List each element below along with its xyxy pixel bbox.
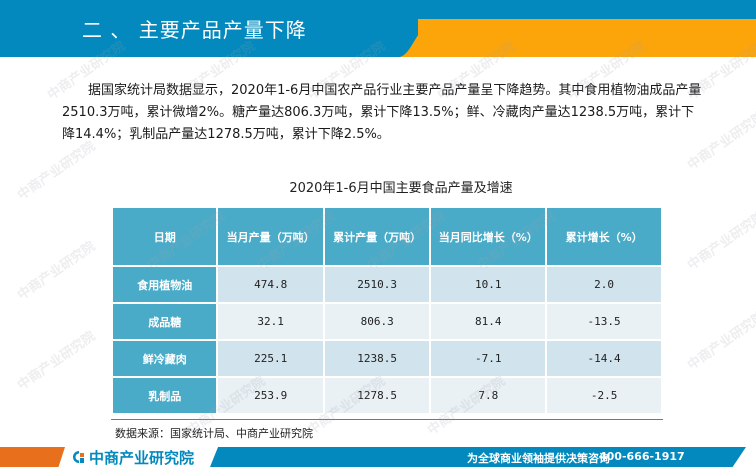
table-header-row: 日期 当月产量（万吨） 累计产量（万吨） 当月同比增长（%） 累计增长（%） bbox=[110, 206, 663, 267]
summary-paragraph: 据国家统计局数据显示，2020年1-6月中国农产品行业主要产品产量呈下降趋势。其… bbox=[62, 80, 702, 146]
table-row: 乳制品 253.9 1278.5 7.8 -2.5 bbox=[110, 376, 663, 415]
col-header-monthly-yoy: 当月同比增长（%） bbox=[429, 206, 548, 267]
table-row: 鲜冷藏肉 225.1 1238.5 -7.1 -14.4 bbox=[110, 339, 663, 378]
cell-cumulative-growth: 2.0 bbox=[545, 265, 663, 304]
cell-monthly-yoy: 10.1 bbox=[429, 265, 548, 304]
header-orange-band bbox=[418, 19, 756, 57]
footer-orange-stripe bbox=[0, 447, 65, 467]
watermark: 中商产业研究院 bbox=[685, 208, 756, 274]
footer-blue-band bbox=[210, 447, 746, 467]
header-curve-decoration bbox=[400, 19, 440, 57]
cell-monthly: 32.1 bbox=[216, 302, 325, 341]
summary-text: 据国家统计局数据显示，2020年1-6月中国农产品行业主要产品产量呈下降趋势。其… bbox=[62, 83, 702, 142]
data-source: 数据来源：国家统计局、中商产业研究院 bbox=[115, 427, 313, 440]
cell-cumulative-growth: -14.4 bbox=[545, 339, 663, 378]
watermark: 中商产业研究院 bbox=[15, 238, 99, 304]
row-label: 乳制品 bbox=[110, 376, 219, 415]
cell-cumulative-growth: -2.5 bbox=[545, 376, 663, 415]
table-row: 食用植物油 474.8 2510.3 10.1 2.0 bbox=[110, 265, 663, 304]
section-title: 二 、 主要产品产量下降 bbox=[82, 18, 307, 42]
cell-monthly: 253.9 bbox=[216, 376, 325, 415]
row-label: 食用植物油 bbox=[110, 265, 219, 304]
production-table: 日期 当月产量（万吨） 累计产量（万吨） 当月同比增长（%） 累计增长（%） 食… bbox=[110, 206, 663, 415]
col-header-monthly-output: 当月产量（万吨） bbox=[216, 206, 325, 267]
col-header-cumulative-growth: 累计增长（%） bbox=[545, 206, 663, 267]
cell-cumulative: 1238.5 bbox=[322, 339, 432, 378]
company-logo: 中商产业研究院 bbox=[72, 447, 194, 467]
col-header-date: 日期 bbox=[110, 206, 219, 267]
footer-phone: 400-666-1917 bbox=[599, 450, 685, 463]
cell-monthly-yoy: -7.1 bbox=[429, 339, 548, 378]
section-header: 二 、 主要产品产量下降 bbox=[0, 0, 756, 57]
cell-monthly: 225.1 bbox=[216, 339, 325, 378]
logo-icon bbox=[73, 451, 84, 463]
cell-monthly-yoy: 7.8 bbox=[429, 376, 548, 415]
cell-cumulative: 2510.3 bbox=[322, 265, 432, 304]
table-title: 2020年1-6月中国主要食品产量及增速 bbox=[0, 177, 756, 196]
table-row: 成品糖 32.1 806.3 81.4 -13.5 bbox=[110, 302, 663, 341]
cell-cumulative: 1278.5 bbox=[322, 376, 432, 415]
table-title-text: 2020年1-6月中国主要食品产量及增速 bbox=[289, 181, 513, 196]
row-label: 成品糖 bbox=[110, 302, 219, 341]
watermark: 中商产业研究院 bbox=[685, 308, 756, 374]
cell-monthly-yoy: 81.4 bbox=[429, 302, 548, 341]
cell-monthly: 474.8 bbox=[216, 265, 325, 304]
cell-cumulative: 806.3 bbox=[322, 302, 432, 341]
logo-text: 中商产业研究院 bbox=[89, 448, 195, 467]
footer-slogan: 为全球商业领袖提供决策咨询 bbox=[467, 452, 610, 465]
footer-bar: 中商产业研究院 为全球商业领袖提供决策咨询 400-666-1917 bbox=[0, 447, 756, 473]
watermark: 中商产业研究院 bbox=[15, 328, 99, 394]
col-header-cumulative-output: 累计产量（万吨） bbox=[322, 206, 432, 267]
cell-cumulative-growth: -13.5 bbox=[545, 302, 663, 341]
row-label: 鲜冷藏肉 bbox=[110, 339, 219, 378]
source-divider bbox=[111, 419, 663, 420]
